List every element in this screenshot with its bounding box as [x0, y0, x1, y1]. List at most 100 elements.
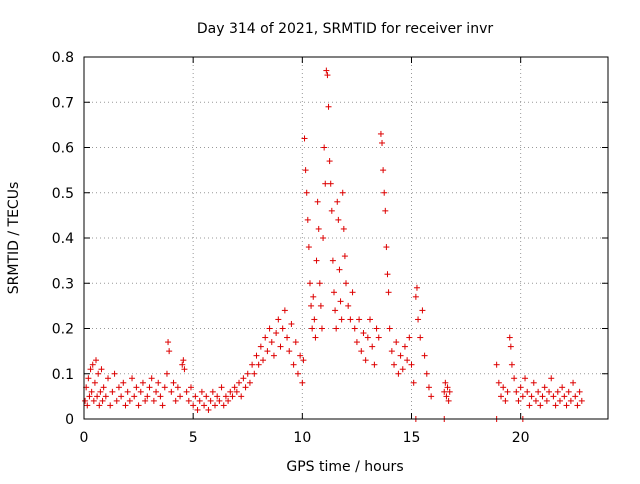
data-point [320, 235, 327, 241]
data-point [336, 266, 343, 273]
data-point [120, 379, 127, 386]
y-tick-label: 0.3 [52, 276, 74, 292]
data-point [268, 339, 275, 346]
data-point [301, 135, 308, 142]
data-point [174, 384, 181, 391]
data-point [550, 393, 557, 400]
data-point [244, 370, 251, 377]
data-point [316, 280, 323, 287]
data-point [308, 302, 315, 309]
data-point [495, 379, 502, 386]
data-point [87, 366, 94, 373]
data-point [507, 343, 514, 350]
y-tick-label: 0 [65, 412, 74, 428]
data-point [322, 180, 329, 187]
data-point [381, 189, 388, 196]
data-point [190, 402, 197, 409]
data-point [170, 379, 177, 386]
data-point [124, 388, 131, 395]
data-point [105, 375, 112, 382]
data-point [537, 402, 544, 409]
data-point [565, 388, 572, 395]
data-point [311, 316, 318, 323]
x-tick-label: 5 [189, 430, 198, 446]
data-point [246, 379, 253, 386]
axis-ticks: 0 0.1 0.2 0.3 0.4 0.5 0.6 0.7 0.8 0 5 10 15 20 [52, 50, 608, 446]
x-tick-label: 10 [293, 430, 311, 446]
data-point [88, 388, 95, 395]
data-point [303, 189, 310, 196]
data-point [157, 393, 164, 400]
data-point [379, 139, 386, 146]
data-point [233, 388, 240, 395]
data-point [91, 379, 98, 386]
data-point [135, 402, 142, 409]
data-point [383, 244, 390, 251]
data-point [142, 397, 149, 404]
data-point [286, 348, 293, 355]
data-point [185, 397, 192, 404]
data-point [89, 361, 96, 368]
data-point [165, 339, 172, 346]
y-tick-label: 0.5 [52, 186, 74, 202]
data-point [522, 375, 529, 382]
data-point [358, 348, 365, 355]
data-point [519, 393, 526, 400]
data-point [377, 130, 384, 137]
data-point [530, 379, 537, 386]
data-point [212, 402, 218, 409]
data-point [177, 393, 184, 400]
data-point [421, 352, 428, 359]
data-point [444, 384, 451, 391]
data-point [330, 289, 337, 296]
data-point [413, 284, 420, 291]
data-point [412, 293, 419, 300]
data-point [364, 334, 371, 341]
data-point [349, 289, 356, 296]
data-point [334, 198, 341, 205]
data-point [277, 343, 284, 350]
data-point [196, 397, 203, 404]
data-point [441, 388, 448, 395]
data-point [382, 207, 389, 214]
data-point [391, 361, 398, 368]
data-point [148, 375, 155, 382]
data-point [423, 370, 430, 377]
y-axis-label: SRMTID / TECUs [6, 182, 22, 295]
data-point [238, 393, 245, 400]
data-point [109, 388, 116, 395]
data-point [255, 361, 262, 368]
data-point [222, 393, 229, 400]
data-point [541, 384, 548, 391]
data-point [572, 393, 579, 400]
data-point [225, 397, 232, 404]
data-point [203, 393, 210, 400]
data-point [356, 316, 363, 323]
data-point [86, 393, 93, 400]
data-point [313, 257, 320, 264]
data-point [201, 402, 208, 409]
data-point [180, 357, 187, 364]
chart-title: Day 314 of 2021, SRMTID for receiver inv… [197, 21, 493, 37]
data-point [205, 406, 212, 413]
data-point [297, 352, 304, 359]
data-point [506, 334, 513, 341]
data-point [526, 402, 533, 409]
data-point [305, 244, 312, 251]
data-points [82, 67, 585, 422]
data-point [524, 388, 531, 395]
y-tick-label: 0.4 [52, 231, 74, 247]
data-point [425, 384, 432, 391]
data-point [419, 307, 426, 314]
data-point [528, 393, 535, 400]
data-point [347, 316, 354, 323]
data-point [314, 198, 321, 205]
data-point [94, 393, 101, 400]
data-point [532, 397, 539, 404]
data-point [556, 397, 563, 404]
data-point [578, 397, 585, 404]
data-point [369, 343, 376, 350]
data-point [517, 384, 524, 391]
